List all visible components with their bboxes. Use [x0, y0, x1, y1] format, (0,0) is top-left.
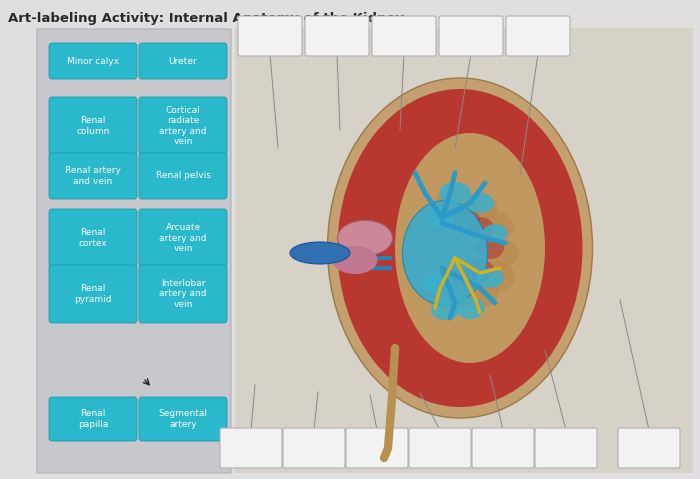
FancyBboxPatch shape — [49, 97, 137, 155]
Ellipse shape — [332, 246, 377, 274]
FancyBboxPatch shape — [49, 265, 137, 323]
Ellipse shape — [466, 217, 494, 239]
FancyBboxPatch shape — [49, 209, 137, 267]
Ellipse shape — [337, 89, 582, 407]
Text: Interlobar
artery and
vein: Interlobar artery and vein — [160, 279, 206, 309]
Ellipse shape — [436, 187, 474, 219]
FancyBboxPatch shape — [238, 16, 302, 56]
FancyBboxPatch shape — [305, 16, 369, 56]
Ellipse shape — [486, 239, 519, 267]
FancyBboxPatch shape — [439, 16, 503, 56]
Ellipse shape — [476, 237, 504, 259]
FancyBboxPatch shape — [49, 153, 137, 199]
Text: Art-labeling Activity: Internal Anatomy of the Kidney: Art-labeling Activity: Internal Anatomy … — [8, 12, 404, 25]
FancyBboxPatch shape — [283, 428, 345, 468]
Ellipse shape — [466, 193, 494, 213]
FancyBboxPatch shape — [220, 428, 282, 468]
Ellipse shape — [452, 209, 480, 231]
Text: Segmental
artery: Segmental artery — [158, 409, 207, 429]
FancyBboxPatch shape — [37, 29, 231, 473]
Text: Renal
cortex: Renal cortex — [78, 228, 107, 248]
FancyBboxPatch shape — [139, 265, 227, 323]
Ellipse shape — [480, 263, 514, 293]
Ellipse shape — [452, 265, 480, 287]
FancyBboxPatch shape — [139, 209, 227, 267]
Ellipse shape — [439, 182, 471, 204]
FancyBboxPatch shape — [346, 428, 408, 468]
Text: Cortical
radiate
artery and
vein: Cortical radiate artery and vein — [160, 106, 206, 146]
Text: Renal artery
and vein: Renal artery and vein — [65, 166, 121, 186]
Ellipse shape — [477, 268, 503, 288]
Ellipse shape — [440, 278, 475, 308]
Text: Minor calyx: Minor calyx — [67, 57, 119, 66]
FancyBboxPatch shape — [472, 428, 534, 468]
Text: Arcuate
artery and
vein: Arcuate artery and vein — [160, 223, 206, 253]
Text: Renal pelvis: Renal pelvis — [155, 171, 211, 181]
Ellipse shape — [428, 209, 452, 227]
Ellipse shape — [463, 194, 498, 223]
Text: Renal
column: Renal column — [76, 116, 110, 136]
Ellipse shape — [455, 297, 485, 319]
FancyBboxPatch shape — [139, 43, 227, 79]
FancyBboxPatch shape — [618, 428, 680, 468]
FancyBboxPatch shape — [506, 16, 570, 56]
FancyBboxPatch shape — [49, 397, 137, 441]
Text: Renal
papilla: Renal papilla — [78, 409, 108, 429]
FancyBboxPatch shape — [139, 397, 227, 441]
Text: Renal
pyramid: Renal pyramid — [74, 285, 112, 304]
Ellipse shape — [462, 277, 498, 308]
Ellipse shape — [290, 242, 350, 264]
FancyBboxPatch shape — [139, 153, 227, 199]
Ellipse shape — [402, 201, 487, 306]
Text: Ureter: Ureter — [169, 57, 197, 66]
Ellipse shape — [482, 224, 508, 242]
Ellipse shape — [481, 211, 514, 240]
Ellipse shape — [466, 259, 494, 281]
Ellipse shape — [328, 78, 592, 418]
FancyBboxPatch shape — [535, 428, 597, 468]
FancyBboxPatch shape — [49, 43, 137, 79]
FancyBboxPatch shape — [139, 97, 227, 155]
Ellipse shape — [431, 300, 459, 320]
Ellipse shape — [422, 274, 448, 292]
Ellipse shape — [395, 133, 545, 363]
FancyBboxPatch shape — [372, 16, 436, 56]
FancyBboxPatch shape — [409, 428, 471, 468]
FancyBboxPatch shape — [235, 28, 693, 473]
Ellipse shape — [337, 220, 393, 255]
